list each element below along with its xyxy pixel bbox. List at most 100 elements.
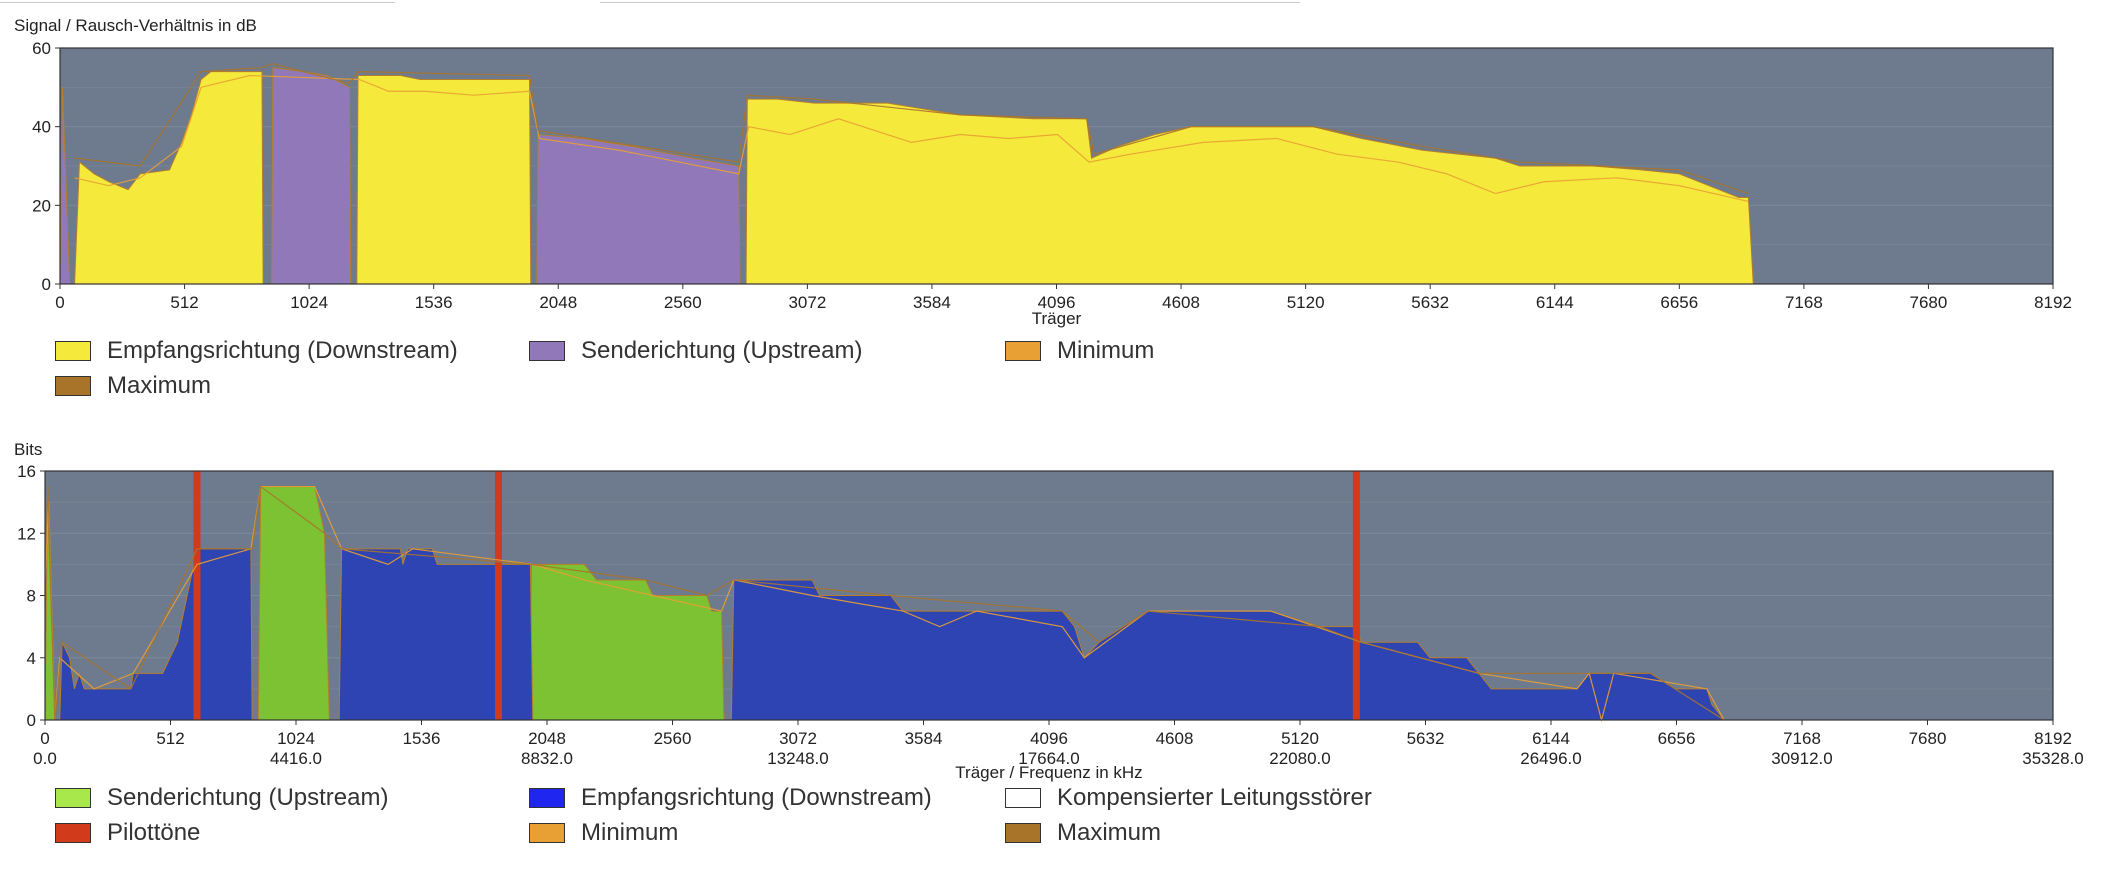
legend-item: Kompensierter Leitungsstörer	[1005, 784, 1372, 811]
line-maximum	[74, 63, 1749, 195]
legend-swatch	[1005, 823, 1041, 843]
legend-swatch	[55, 341, 91, 361]
line-maximum	[44, 485, 1725, 721]
x-tick-label: 0	[55, 293, 64, 312]
x-tick-label: 4096	[1038, 293, 1076, 312]
legend-label: Maximum	[1057, 819, 1162, 846]
y-tick-label: 4	[27, 649, 36, 668]
x-tick-label: 8192	[2034, 293, 2072, 312]
y-tick-label: 16	[17, 462, 36, 481]
x-axis-label: Träger	[1032, 309, 1082, 328]
y-tick-label: 20	[32, 196, 51, 215]
tab-underline	[600, 2, 1300, 3]
legend-item: Minimum	[1005, 337, 1154, 364]
chart-title: Bits	[14, 440, 43, 459]
legend-swatch	[55, 823, 91, 843]
y-tick-label: 0	[27, 711, 36, 730]
legend-swatch	[529, 341, 565, 361]
tab-underline	[0, 2, 395, 3]
chart-title: Signal / Rausch-Verhältnis in dB	[14, 16, 257, 35]
legend-label: Kompensierter Leitungsstörer	[1057, 784, 1372, 811]
x-tick-label: 6144	[1536, 293, 1574, 312]
x-tick-label: 4608	[1156, 729, 1194, 748]
area-senderichtung-upstream	[536, 133, 741, 285]
x-tick-label: 5120	[1287, 293, 1325, 312]
x-tick-label-frequency: 8832.0	[521, 749, 573, 768]
x-tick-label-frequency: 26496.0	[1520, 749, 1581, 768]
legend-label: Senderichtung (Upstream)	[107, 784, 389, 811]
legend-swatch	[55, 788, 91, 808]
x-tick-label: 4096	[1030, 729, 1068, 748]
x-axis-label: Träger / Frequenz in kHz	[955, 763, 1142, 782]
x-tick-label: 512	[170, 293, 198, 312]
x-tick-label-frequency: 0.0	[33, 749, 57, 768]
line-minimum	[44, 485, 1725, 723]
x-tick-label: 3584	[913, 293, 951, 312]
legend-label: Minimum	[581, 819, 679, 846]
x-tick-label: 4608	[1162, 293, 1200, 312]
x-tick-label: 6144	[1532, 729, 1570, 748]
area-senderichtung-upstream	[257, 486, 330, 721]
y-tick-label: 0	[42, 275, 51, 294]
legend-swatch	[1005, 341, 1041, 361]
y-tick-label: 8	[27, 587, 36, 606]
x-tick-label: 3072	[779, 729, 817, 748]
x-tick-label: 7168	[1785, 293, 1823, 312]
x-tick-label: 1536	[403, 729, 441, 748]
pilot-tone-bar	[1352, 471, 1360, 720]
legend-item: Empfangsrichtung (Downstream)	[55, 337, 458, 364]
bits-chart-panel: Bits 0 512 1024 1536 2048 2560 3072 3584 4096 460…	[0, 440, 2109, 879]
x-tick-label: 0	[40, 729, 49, 748]
x-tick-label-frequency: 4416.0	[270, 749, 322, 768]
area-empfangsrichtung-downstream	[74, 71, 264, 285]
bits-chart: 0 512 1024 1536 2048 2560 3072 3584 4096 4608 5120…	[17, 462, 2084, 782]
x-tick-label: 3072	[788, 293, 826, 312]
legend-label: Empfangsrichtung (Downstream)	[107, 337, 458, 364]
legend-swatch	[529, 788, 565, 808]
x-tick-label-frequency: 30912.0	[1771, 749, 1832, 768]
x-tick-label: 6656	[1660, 293, 1698, 312]
area-empfangsrichtung-downstream	[338, 548, 534, 721]
window-top-edge	[0, 0, 2109, 4]
x-tick-label: 3584	[905, 729, 943, 748]
pilot-tone-bar	[193, 471, 201, 720]
x-tick-label-frequency: 35328.0	[2022, 749, 2083, 768]
x-tick-label: 2560	[664, 293, 702, 312]
x-tick-label: 1024	[290, 293, 328, 312]
x-tick-label: 7680	[1910, 293, 1948, 312]
legend-item: Empfangsrichtung (Downstream)	[529, 784, 932, 811]
legend-item: Senderichtung (Upstream)	[55, 784, 389, 811]
x-tick-label: 5632	[1407, 729, 1445, 748]
legend-item: Maximum	[55, 372, 211, 399]
y-tick-label: 60	[32, 39, 51, 58]
pilot-tone-bar	[494, 471, 502, 720]
x-tick-label: 5120	[1281, 729, 1319, 748]
x-tick-label: 7168	[1783, 729, 1821, 748]
x-tick-label-frequency: 13248.0	[767, 749, 828, 768]
x-tick-label-frequency: 22080.0	[1269, 749, 1330, 768]
legend-swatch	[529, 823, 565, 843]
legend-item: Maximum	[1005, 819, 1162, 846]
x-tick-label: 6656	[1658, 729, 1696, 748]
x-tick-label: 1024	[277, 729, 315, 748]
x-tick-label: 8192	[2034, 729, 2072, 748]
x-tick-label: 2048	[528, 729, 566, 748]
legend-label: Empfangsrichtung (Downstream)	[581, 784, 932, 811]
legend-swatch	[55, 376, 91, 396]
x-tick-label-frequency: 17664.0	[1018, 749, 1079, 768]
legend-label: Senderichtung (Upstream)	[581, 337, 863, 364]
legend-label: Pilottöne	[107, 819, 201, 846]
legend-item: Senderichtung (Upstream)	[529, 337, 863, 364]
y-tick-label: 12	[17, 524, 36, 543]
x-tick-label: 5632	[1411, 293, 1449, 312]
x-tick-label: 2560	[654, 729, 692, 748]
area-empfangsrichtung-downstream	[356, 75, 532, 285]
y-tick-label: 40	[32, 118, 51, 137]
x-tick-label: 2048	[539, 293, 577, 312]
line-minimum	[74, 74, 1749, 202]
x-tick-label: 1536	[415, 293, 453, 312]
area-senderichtung-upstream	[271, 67, 352, 285]
x-tick-label: 7680	[1909, 729, 1947, 748]
snr-chart-panel: Signal / Rausch-Verhältnis in dB 0 512 102…	[0, 0, 2109, 420]
x-tick-label: 512	[156, 729, 184, 748]
